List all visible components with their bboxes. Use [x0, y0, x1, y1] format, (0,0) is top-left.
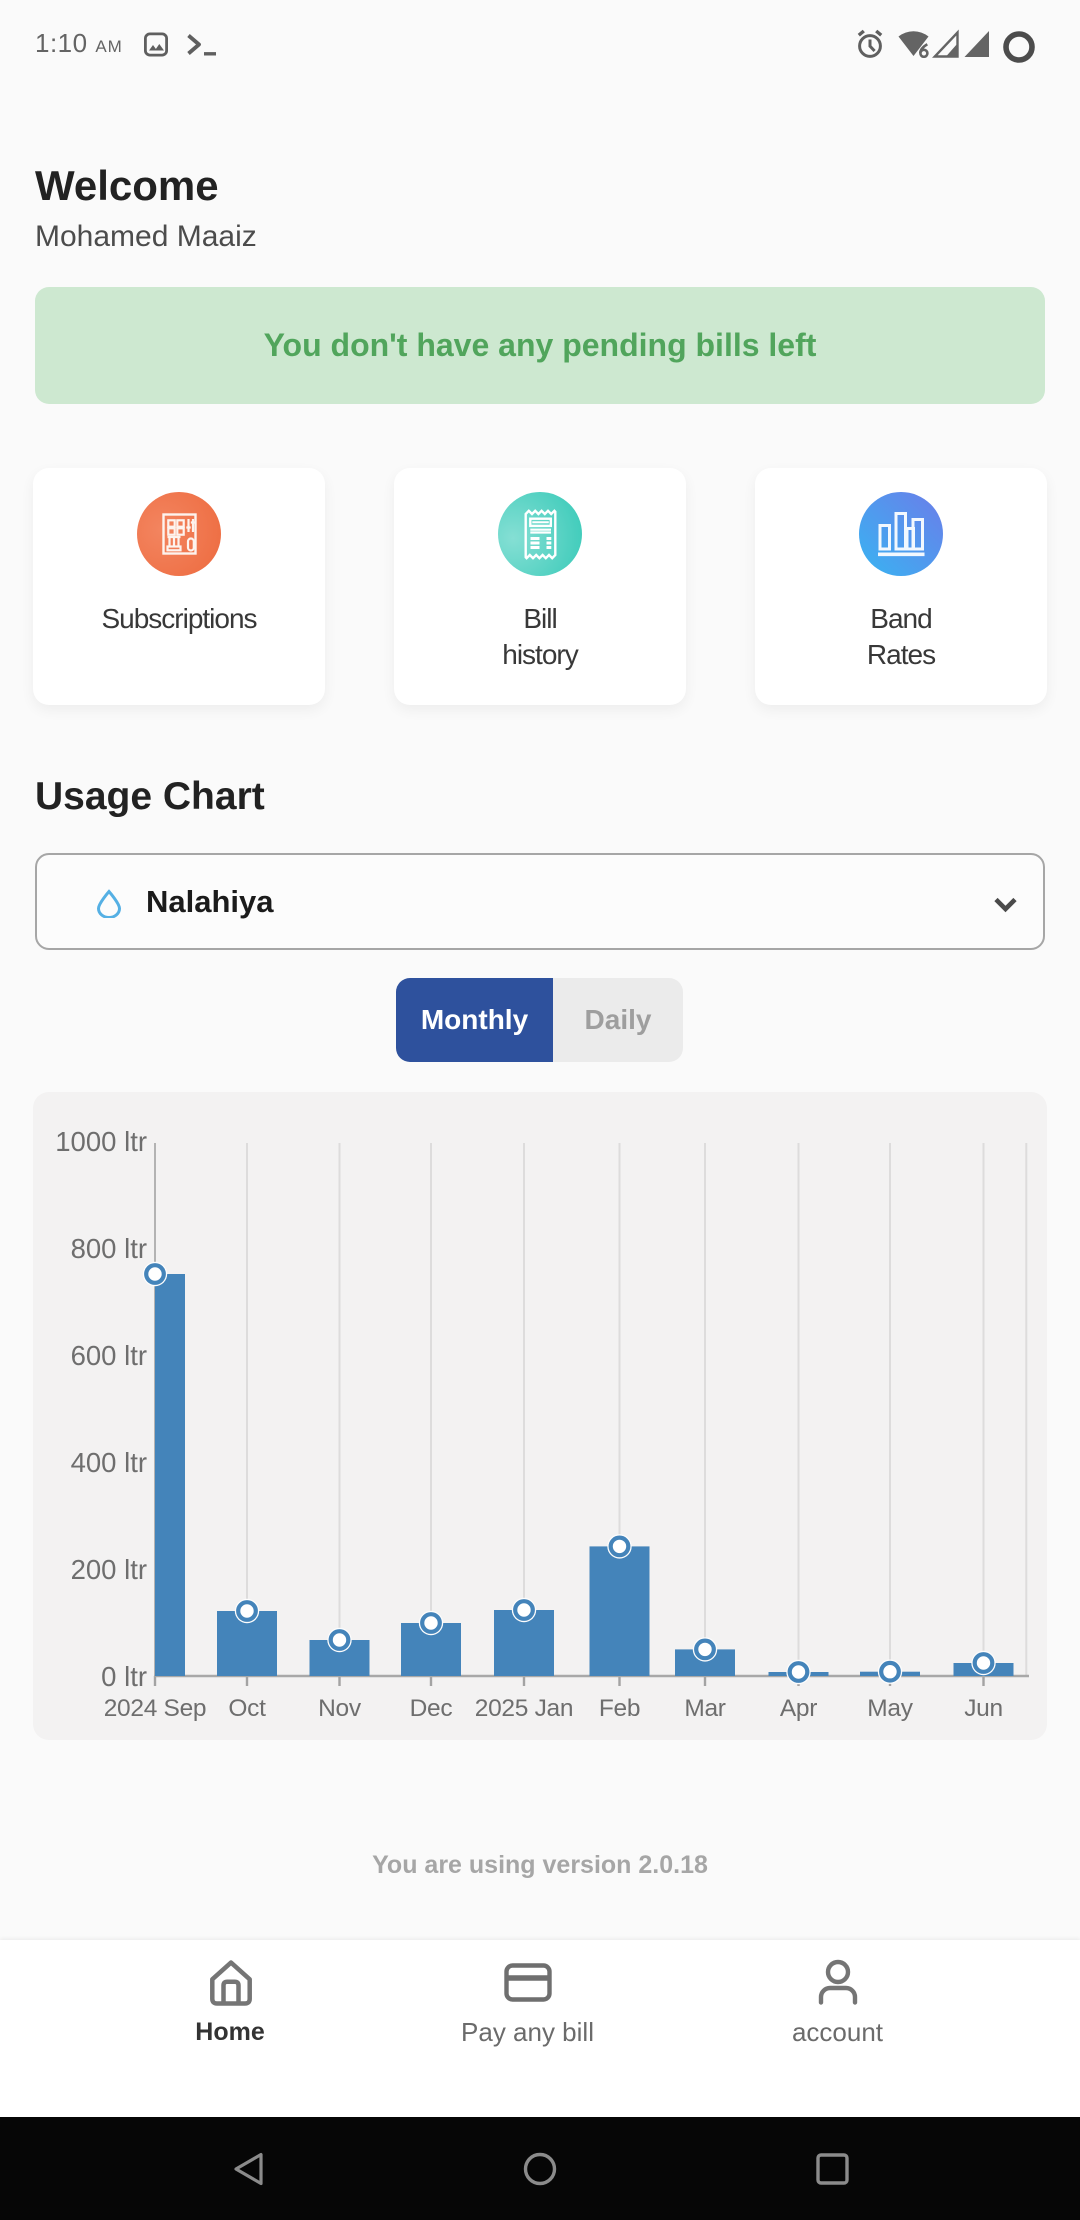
svg-text:2025 Jan: 2025 Jan [475, 1695, 573, 1722]
svg-text:Dec: Dec [410, 1695, 453, 1722]
svg-text:600 ltr: 600 ltr [71, 1340, 147, 1371]
svg-text:Jun: Jun [964, 1695, 1003, 1722]
svg-text:200 ltr: 200 ltr [71, 1554, 147, 1585]
svg-text:Feb: Feb [599, 1695, 640, 1722]
svg-text:0 ltr: 0 ltr [101, 1661, 147, 1692]
svg-text:Mar: Mar [684, 1695, 725, 1722]
svg-text:Nov: Nov [318, 1695, 362, 1722]
svg-text:800 ltr: 800 ltr [71, 1233, 147, 1264]
svg-text:2024 Sep: 2024 Sep [104, 1695, 207, 1722]
svg-text:Apr: Apr [780, 1695, 817, 1722]
svg-text:Oct: Oct [228, 1695, 266, 1722]
svg-text:400 ltr: 400 ltr [71, 1447, 147, 1478]
svg-text:May: May [867, 1695, 913, 1722]
svg-text:1000 ltr: 1000 ltr [55, 1126, 147, 1157]
